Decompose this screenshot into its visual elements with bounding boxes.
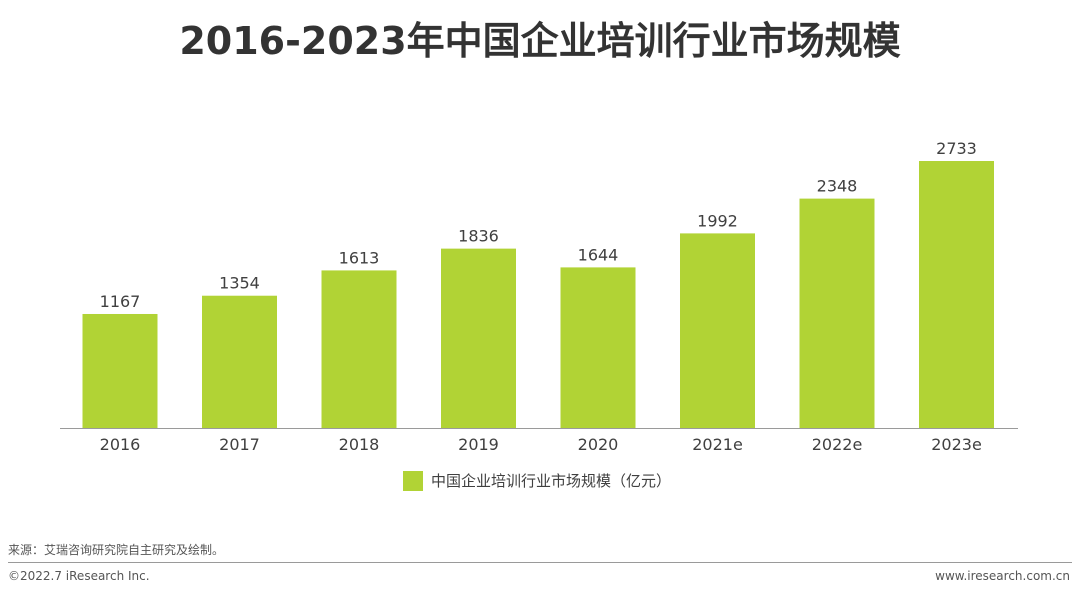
data-label-2016: 1167	[100, 292, 141, 311]
x-tick-label-2016: 2016	[100, 435, 141, 454]
data-label-2021e: 1992	[697, 211, 738, 230]
legend: 中国企业培训行业市场规模（亿元）	[403, 470, 671, 491]
data-label-2018: 1613	[339, 248, 380, 267]
x-tick-label-2021e: 2021e	[692, 435, 743, 454]
bar-2021e	[680, 233, 755, 428]
data-label-2023e: 2733	[936, 139, 977, 158]
bar-2022e	[799, 198, 875, 428]
bar-2023e	[919, 161, 994, 428]
footer-divider	[8, 562, 1072, 563]
website-link[interactable]: www.iresearch.com.cn	[935, 569, 1070, 583]
bar-2018	[321, 270, 397, 428]
data-label-2022e: 2348	[817, 177, 858, 196]
data-label-2020: 1644	[578, 245, 619, 264]
bar-2017	[202, 295, 277, 428]
chart-title: 2016-2023年中国企业培训行业市场规模	[179, 19, 901, 63]
bar-2016	[82, 313, 158, 428]
copyright: ©2022.7 iResearch Inc.	[8, 569, 150, 583]
x-tick-label-2022e: 2022e	[812, 435, 863, 454]
x-tick-label-2020: 2020	[578, 435, 619, 454]
x-tick-label-2018: 2018	[339, 435, 380, 454]
legend-label: 中国企业培训行业市场规模（亿元）	[431, 472, 672, 490]
legend-swatch	[403, 470, 423, 491]
data-label-2017: 1354	[219, 274, 260, 293]
bar-2019	[441, 248, 516, 428]
data-label-2019: 1836	[458, 227, 499, 246]
x-tick-label-2017: 2017	[219, 435, 260, 454]
source-note: 来源：艾瑞咨询研究院自主研究及绘制。	[8, 543, 225, 557]
bar-2020	[560, 267, 636, 428]
x-tick-label-2019: 2019	[458, 435, 499, 454]
x-tick-label-2023e: 2023e	[931, 435, 982, 454]
